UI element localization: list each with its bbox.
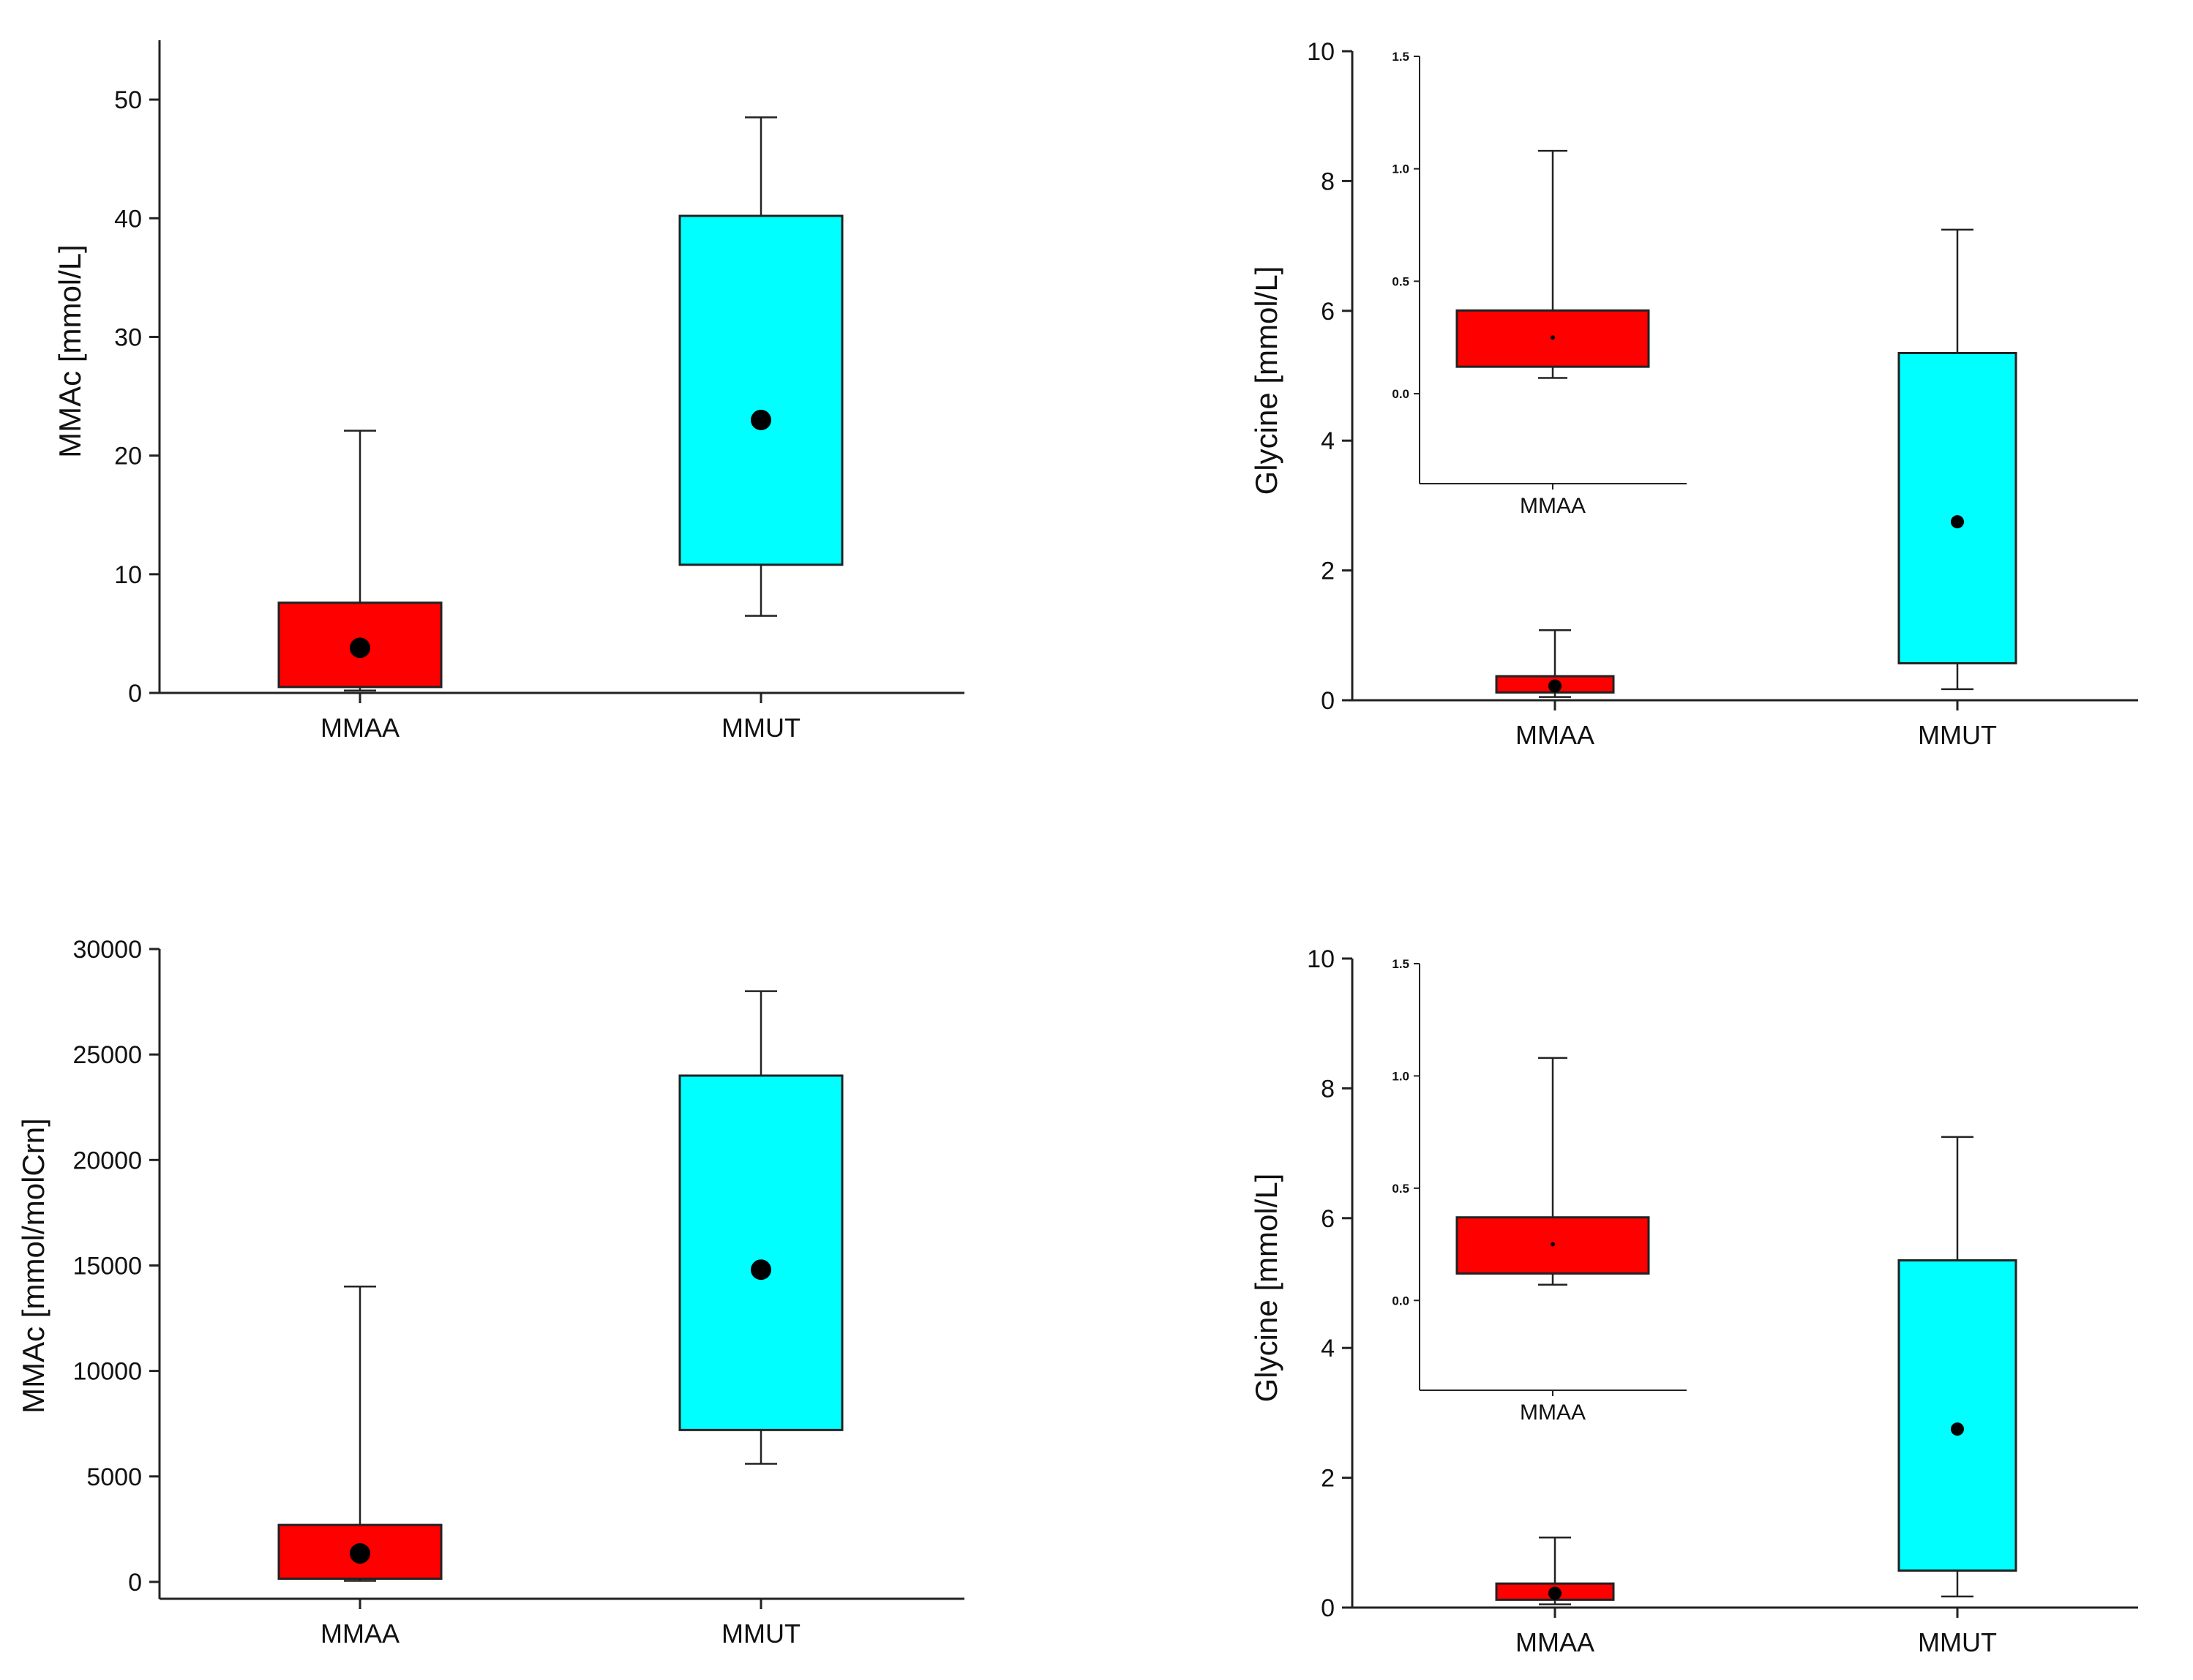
inset-plot: 0.0 0.5 1.0 1.5 MMAA [1392,50,1687,518]
y-tick-label: 10 [114,561,142,589]
mean-marker [751,409,771,430]
mean-marker [350,637,370,659]
inset-y-tick-label: 0.0 [1392,387,1409,401]
mean-marker [1551,1242,1555,1247]
box-mmut [678,116,844,617]
mean-marker [1551,335,1555,340]
chart-bottom-left: 0 5000 10000 15000 20000 25000 30000 MMAc [mmol… [16,936,964,1649]
y-tick-label: 2 [1321,558,1335,585]
inset-y-tick-label: 1.5 [1392,50,1409,64]
y-axis-title: Glycine [mmol/L] [1249,1174,1283,1403]
inset-y-tick-label: 0.5 [1392,274,1409,288]
chart-top-right: 0 2 4 6 8 10 Glycine [mmol/L] MMAA MMUT 0.0 0.5 1.0… [1249,38,2138,750]
y-tick-label: 20 [114,443,142,470]
y-tick-label: 30000 [72,936,142,964]
y-tick-label: 10 [1307,945,1335,973]
chart-top-left: 0 10 20 30 40 50 MMAc [mmol/L] MMAA MMUT [53,40,964,743]
y-axis-title: MMAc [mmol/L] [53,244,87,458]
y-tick-label: 25000 [72,1041,142,1069]
inset-y-tick-label: 0.5 [1392,1182,1409,1196]
box-mmaa [1495,1536,1615,1605]
y-tick-label: 50 [114,86,142,114]
mean-marker [1548,1586,1562,1600]
y-tick-label: 6 [1321,298,1335,326]
box-mmaa [277,1286,443,1582]
box-inset-mmaa [1455,1057,1650,1286]
y-axis-title: MMAc [mmol/molCrn] [16,1118,50,1414]
inset-x-tick-label: MMAA [1520,1400,1586,1425]
box-iqr [678,1074,844,1431]
x-tick-label-mmut: MMUT [1918,720,1997,750]
mean-marker [350,1543,370,1564]
y-tick-label: 30 [114,323,142,351]
inset-y-tick-label: 0.0 [1392,1294,1409,1308]
y-axis-title: Glycine [mmol/L] [1249,266,1283,495]
y-tick-label: 8 [1321,1075,1335,1103]
inset-x-tick-label: MMAA [1520,494,1586,518]
y-tick-label: 0 [1321,687,1335,715]
y-tick-label: 4 [1321,1335,1335,1362]
box-iqr [1897,1259,2017,1572]
x-tick-label-mmaa: MMAA [320,1619,400,1649]
box-mmut [678,990,844,1465]
x-tick-label-mmaa: MMAA [1515,1627,1594,1657]
mean-marker [1548,679,1562,693]
mean-marker [751,1259,771,1280]
y-tick-label: 15000 [72,1252,142,1280]
box-mmaa [1495,629,1615,698]
x-tick-label-mmut: MMUT [721,713,801,743]
chart-bottom-right: 0 2 4 6 8 10 Glycine [mmol/L] MMAA MMUT 0.0 0.5 1.0… [1249,945,2138,1657]
y-tick-label: 2 [1321,1465,1335,1493]
y-tick-label: 0 [128,1569,142,1597]
y-tick-label: 20000 [72,1147,142,1174]
inset-y-tick-label: 1.0 [1392,162,1409,176]
inset-y-tick-label: 1.5 [1392,957,1409,971]
y-tick-label: 5000 [86,1463,142,1491]
box-inset-mmaa [1455,149,1650,379]
y-tick-label: 40 [114,205,142,233]
box-iqr [678,214,844,566]
mean-marker [1951,515,1964,529]
y-tick-label: 0 [1321,1594,1335,1622]
x-tick-label-mmaa: MMAA [1515,720,1594,750]
box-iqr [1897,351,2017,664]
y-tick-label: 10 [1307,38,1335,66]
box-mmaa [277,430,443,692]
x-tick-label-mmut: MMUT [1918,1627,1997,1657]
inset-y-tick-label: 1.0 [1392,1069,1409,1083]
box-mmut [1897,1136,2017,1598]
y-tick-label: 8 [1321,168,1335,195]
x-tick-label-mmut: MMUT [721,1619,801,1649]
y-tick-label: 10000 [72,1358,142,1386]
inset-plot: 0.0 0.5 1.0 1.5 MMAA [1392,957,1687,1425]
y-tick-label: 6 [1321,1205,1335,1233]
y-tick-label: 4 [1321,427,1335,455]
x-tick-label-mmaa: MMAA [320,713,400,743]
mean-marker [1951,1422,1964,1436]
y-tick-label: 0 [128,680,142,708]
box-mmut [1897,228,2017,691]
